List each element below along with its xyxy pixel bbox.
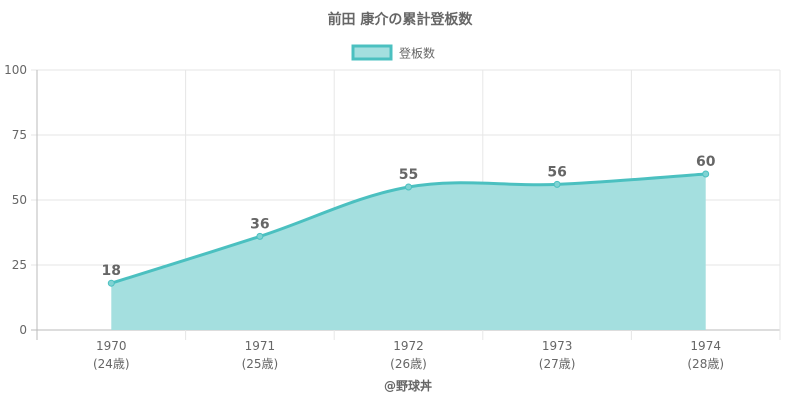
- x-tick-label: 1973: [542, 339, 573, 353]
- x-tick-label: 1972: [393, 339, 424, 353]
- x-tick-label: 1971: [245, 339, 276, 353]
- data-labels: 18 36 55 56 60: [102, 154, 716, 279]
- data-label: 55: [399, 167, 418, 183]
- x-tick-age-label: (25歳): [242, 357, 279, 371]
- legend-swatch: [351, 44, 393, 61]
- y-tick-label: 100: [4, 63, 27, 77]
- data-label: 60: [696, 154, 716, 170]
- legend-label: 登板数: [399, 46, 435, 61]
- data-point: [256, 232, 264, 240]
- x-tick-age-label: (24歳): [93, 357, 130, 371]
- x-axis: 1970 (24歳) 1971 (25歳) 1972 (26歳) 1973 (27歳) 1974…: [93, 339, 724, 371]
- y-tick-label: 50: [12, 193, 27, 207]
- data-point: [702, 170, 710, 178]
- x-tick-label: 1970: [96, 339, 127, 353]
- data-label: 56: [547, 164, 566, 180]
- x-tick-age-label: (26歳): [390, 357, 427, 371]
- data-label: 36: [250, 216, 269, 232]
- data-point: [405, 183, 412, 191]
- x-axis-label: @野球丼: [384, 378, 432, 393]
- x-tick-label: 1974: [690, 339, 721, 353]
- data-point: [553, 180, 561, 188]
- data-points: [107, 170, 710, 287]
- y-axis: 0 25 50 75 100: [4, 63, 27, 337]
- series-area: [110, 172, 706, 330]
- y-tick-label: 25: [12, 258, 27, 272]
- x-tick-age-label: (27歳): [539, 357, 576, 371]
- y-tick-label: 0: [19, 323, 27, 337]
- data-point: [107, 279, 115, 287]
- y-tick-label: 75: [12, 128, 27, 142]
- chart-title: 前田 康介の累計登板数: [328, 11, 474, 28]
- data-label: 18: [102, 263, 121, 279]
- x-tick-age-label: (28歳): [687, 357, 724, 371]
- legend[interactable]: 登板数: [351, 44, 435, 61]
- series-area-fill: [111, 174, 706, 330]
